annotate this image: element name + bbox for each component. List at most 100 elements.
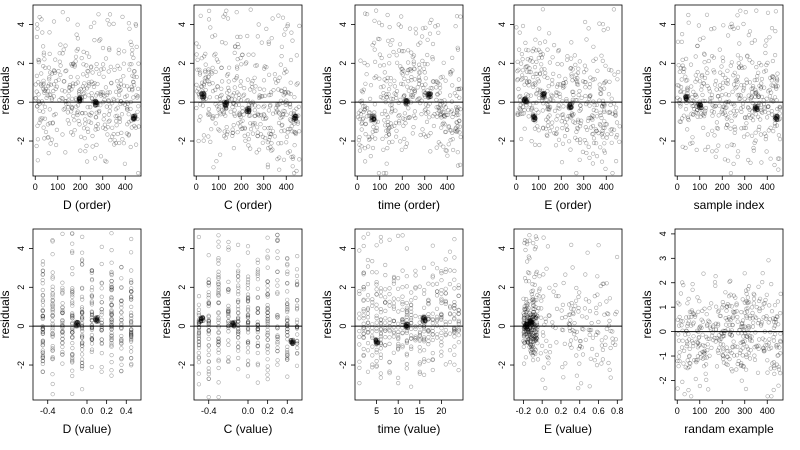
data-point — [773, 115, 778, 121]
data-point — [443, 105, 449, 110]
data-point — [452, 352, 457, 357]
data-point — [95, 100, 100, 106]
data-point — [40, 350, 45, 355]
data-point — [606, 323, 612, 328]
data-point — [238, 97, 244, 103]
data-point — [397, 42, 403, 47]
data-point — [115, 63, 120, 68]
data-point — [60, 288, 65, 293]
data-point — [100, 90, 105, 95]
data-point — [101, 74, 106, 79]
data-point — [417, 65, 422, 70]
data-point — [568, 338, 574, 343]
data-point — [221, 14, 226, 19]
data-point — [524, 79, 530, 84]
data-point — [422, 94, 428, 99]
data-point — [679, 345, 685, 350]
data-point — [692, 99, 697, 104]
data-point — [85, 68, 90, 74]
data-point — [99, 286, 104, 291]
data-point — [126, 132, 131, 137]
data-point — [557, 74, 562, 79]
data-point — [50, 346, 55, 351]
data-point — [265, 364, 270, 369]
data-point — [688, 141, 693, 146]
data-point — [275, 278, 280, 283]
plot-frame — [513, 4, 623, 177]
data-point — [425, 52, 430, 58]
data-point — [773, 84, 779, 90]
data-point — [375, 119, 381, 124]
data-point — [544, 117, 549, 122]
data-point — [93, 100, 99, 105]
data-point — [269, 148, 274, 153]
data-point — [591, 44, 596, 49]
data-point — [221, 109, 226, 115]
data-point — [742, 65, 747, 70]
data-point — [263, 116, 268, 121]
data-point — [129, 289, 134, 294]
data-point — [243, 138, 248, 143]
y-tick-label: 4 — [177, 22, 187, 27]
data-point — [213, 33, 218, 38]
data-point — [413, 26, 418, 31]
data-point — [698, 101, 703, 107]
data-point — [752, 107, 757, 112]
data-point — [202, 79, 208, 84]
data-point — [219, 92, 224, 98]
data-point — [291, 117, 296, 122]
data-point — [62, 106, 68, 111]
data-point — [276, 78, 281, 84]
data-point — [531, 113, 536, 118]
data-point — [539, 92, 544, 97]
data-point — [217, 110, 222, 115]
data-point — [247, 106, 252, 111]
data-point — [409, 94, 414, 99]
data-point — [556, 103, 561, 108]
data-point — [363, 132, 368, 137]
data-point — [386, 129, 391, 134]
data-point — [544, 338, 549, 343]
data-point — [202, 94, 207, 99]
data-point — [197, 93, 202, 98]
data-point — [76, 97, 82, 102]
data-point — [725, 144, 730, 149]
data-point — [434, 323, 440, 328]
data-point — [596, 131, 601, 136]
data-point — [539, 92, 544, 97]
data-point — [222, 106, 227, 111]
data-point — [107, 46, 112, 51]
data-point — [129, 361, 134, 367]
data-point — [699, 84, 704, 89]
data-point — [279, 129, 284, 134]
data-point — [296, 113, 301, 118]
data-point — [748, 160, 753, 165]
data-point — [447, 282, 453, 287]
data-point — [285, 130, 290, 135]
data-point — [543, 386, 548, 391]
data-point — [720, 104, 726, 109]
data-point — [754, 106, 759, 111]
y-axis-title: residuals — [640, 66, 654, 114]
data-point — [590, 161, 596, 166]
data-point — [696, 105, 701, 110]
data-point — [427, 94, 432, 99]
data-point — [574, 329, 580, 335]
data-point — [41, 125, 46, 130]
data-point — [531, 115, 536, 120]
data-point — [70, 314, 75, 319]
data-point — [550, 77, 555, 83]
data-point — [384, 94, 389, 100]
data-point — [417, 62, 422, 67]
data-point — [594, 154, 600, 159]
data-point — [451, 111, 456, 116]
data-point — [268, 144, 273, 150]
data-point — [106, 112, 111, 117]
data-point — [201, 91, 206, 96]
data-point — [768, 75, 773, 80]
data-point — [135, 109, 140, 114]
data-point — [547, 113, 552, 118]
data-point — [92, 103, 98, 108]
data-point — [224, 73, 230, 78]
data-point — [754, 77, 760, 82]
